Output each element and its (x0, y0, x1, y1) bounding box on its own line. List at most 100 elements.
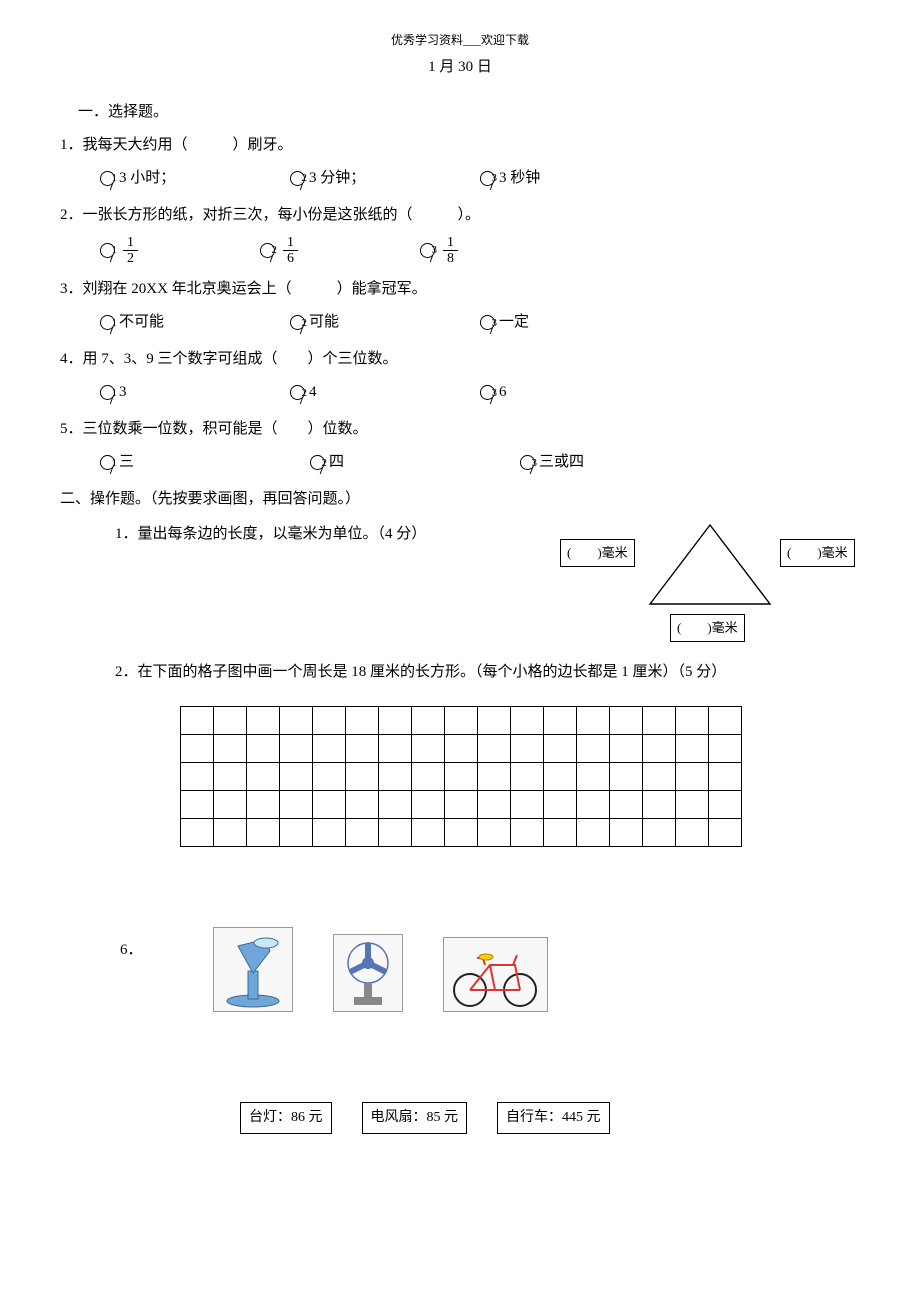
triangle-left-label: ( )毫米 (560, 539, 635, 566)
s2-q1-block: 1．量出每条边的长度，以毫米为单位。（4 分） ( )毫米 ( )毫米 ( )毫… (60, 519, 860, 639)
q5-opt3[interactable]: 3三或四 (520, 449, 670, 476)
grid-cell (478, 735, 511, 763)
section1-title: 一．选择题。 (78, 99, 860, 126)
q2-text: 2．一张长方形的纸，对折三次，每小份是这张纸的（ ）。 (60, 202, 860, 229)
grid-cell (577, 791, 610, 819)
q4-opt1-label: 3 (119, 379, 127, 406)
grid-cell (412, 791, 445, 819)
grid-cell (280, 791, 313, 819)
grid-cell (280, 735, 313, 763)
grid-cell (445, 819, 478, 847)
q1-opt2[interactable]: 23 分钟； (290, 165, 480, 192)
q1-options: 13 小时； 23 分钟； 33 秒钟 (100, 165, 860, 192)
grid-cell (379, 707, 412, 735)
q3-opt3-label: 一定 (499, 309, 529, 336)
grid-cell (610, 791, 643, 819)
grid-cell (676, 791, 709, 819)
grid-cell (379, 763, 412, 791)
grid-cell (709, 763, 742, 791)
q1-opt3[interactable]: 33 秒钟 (480, 165, 630, 192)
bike-price: 自行车：445 元 (497, 1102, 610, 1133)
radio-icon: 3 (480, 385, 495, 400)
q3-options: 1不可能 2可能 3 一定 (100, 309, 860, 336)
grid-cell (709, 735, 742, 763)
fraction: 18 (443, 235, 458, 267)
grid-cell (247, 791, 280, 819)
grid-cell (478, 763, 511, 791)
grid-cell (313, 735, 346, 763)
grid-cell (643, 763, 676, 791)
radio-icon: 1 (100, 455, 115, 470)
grid-cell (181, 735, 214, 763)
grid-cell (544, 791, 577, 819)
grid-cell (181, 819, 214, 847)
grid-cell (511, 735, 544, 763)
lamp-icon (218, 931, 288, 1009)
q3-opt3[interactable]: 3 一定 (480, 309, 630, 336)
grid-cell (247, 819, 280, 847)
grid-cell (610, 707, 643, 735)
radio-icon: 1 (100, 243, 115, 258)
grid-cell (412, 707, 445, 735)
q2-opt2[interactable]: 2 16 (260, 235, 420, 267)
q3-opt2[interactable]: 2可能 (290, 309, 480, 336)
grid-cell (610, 763, 643, 791)
grid-cell (478, 819, 511, 847)
grid-cell (544, 819, 577, 847)
s2-q1-text: 1．量出每条边的长度，以毫米为单位。（4 分） (115, 519, 550, 548)
section2-title: 二、操作题。（先按要求画图，再回答问题。） (60, 486, 860, 513)
grid-cell (346, 819, 379, 847)
products-row: 6． (120, 927, 860, 1012)
q1-opt1[interactable]: 13 小时； (100, 165, 290, 192)
grid-cell (643, 819, 676, 847)
grid-cell (643, 735, 676, 763)
q2-opt1[interactable]: 1 12 (100, 235, 260, 267)
header-small-text: 优秀学习资料___欢迎下载 (60, 30, 860, 52)
grid-cell (214, 819, 247, 847)
grid-cell (610, 735, 643, 763)
triangle-figure: ( )毫米 ( )毫米 ( )毫米 (560, 519, 860, 639)
q4-opt3-label: 6 (499, 379, 507, 406)
radio-icon: 1 (100, 385, 115, 400)
grid-cell (247, 735, 280, 763)
grid-cell (544, 707, 577, 735)
q4-opt3[interactable]: 36 (480, 379, 630, 406)
lamp-image (213, 927, 293, 1012)
grid-cell (214, 735, 247, 763)
fan-icon (336, 937, 400, 1009)
grid-cell (181, 791, 214, 819)
grid-cell (643, 791, 676, 819)
grid-cell (214, 791, 247, 819)
grid-cell (313, 791, 346, 819)
grid-cell (709, 791, 742, 819)
q4-opt2[interactable]: 24 (290, 379, 480, 406)
q1-text: 1．我每天大约用（ ）刷牙。 (60, 132, 860, 159)
grid-cell (676, 735, 709, 763)
q3-opt1-label: 不可能 (119, 309, 164, 336)
grid-wrap (180, 706, 860, 847)
q5-opt3-label: 三或四 (539, 449, 584, 476)
q2-opt3[interactable]: 3 18 (420, 235, 580, 267)
q3-opt1[interactable]: 1不可能 (100, 309, 290, 336)
grid-cell (280, 763, 313, 791)
grid-cell (709, 707, 742, 735)
grid-cell (478, 791, 511, 819)
lamp-price: 台灯：86 元 (240, 1102, 332, 1133)
q4-opt1[interactable]: 13 (100, 379, 290, 406)
radio-icon: 3 (480, 171, 495, 186)
grid-cell (676, 707, 709, 735)
grid-cell (379, 735, 412, 763)
fan-image (333, 934, 403, 1012)
q5-opt1[interactable]: 1三 (100, 449, 310, 476)
date-line: 1 月 30 日 (60, 54, 860, 81)
grid-cell (445, 763, 478, 791)
radio-icon: 2 (290, 171, 305, 186)
grid-cell (379, 819, 412, 847)
q5-opt2[interactable]: 2四 (310, 449, 520, 476)
grid-cell (346, 763, 379, 791)
grid-cell (379, 791, 412, 819)
grid-cell (445, 791, 478, 819)
radio-icon: 3 (480, 315, 495, 330)
bike-image (443, 937, 548, 1012)
grid-cell (478, 707, 511, 735)
